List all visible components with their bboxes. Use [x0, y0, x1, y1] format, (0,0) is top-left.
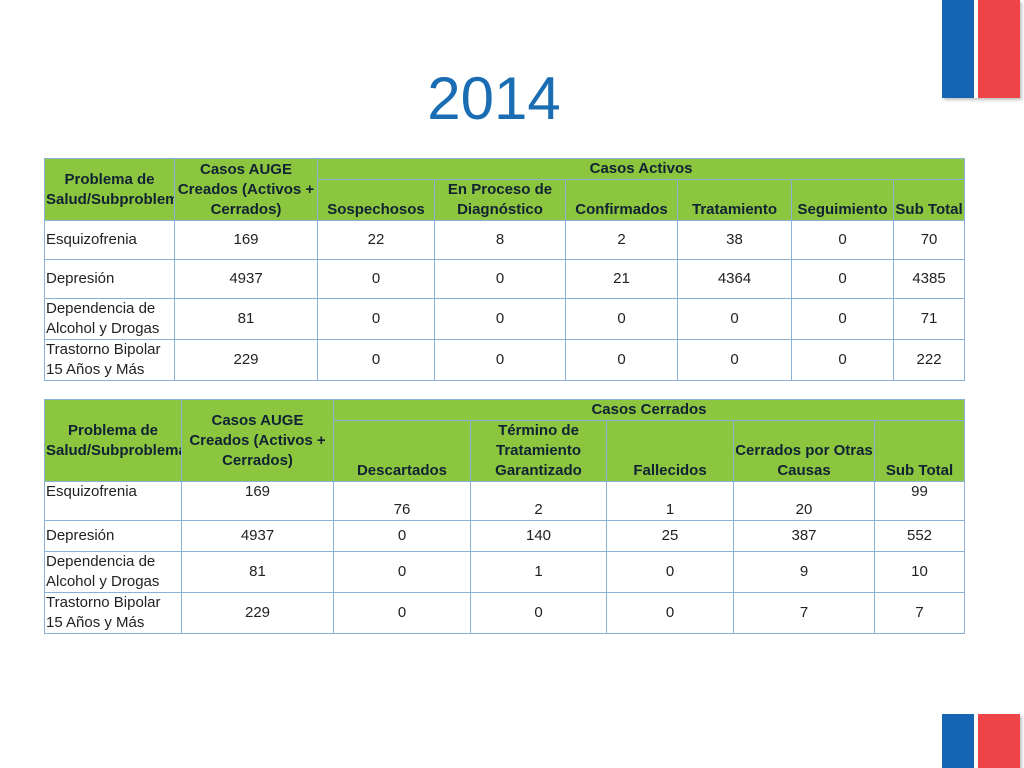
row-auge: 229 [181, 592, 334, 634]
row-name: Esquizofrenia [44, 481, 182, 521]
cell-confirmados: 0 [565, 339, 678, 381]
flag-logo-top [942, 0, 1020, 98]
cell-seguimiento: 0 [791, 298, 894, 340]
header-problema: Problema de Salud/Subproblema [44, 158, 175, 221]
cell-seguimiento: 0 [791, 339, 894, 381]
header-fallecidos: Fallecidos [606, 420, 734, 482]
table-row: Esquizofrenia 169 76 2 1 20 99 [44, 481, 966, 521]
row-name: Dependencia de Alcohol y Drogas [44, 298, 175, 340]
cell-fallecidos: 0 [606, 592, 734, 634]
cell-descartados: 0 [333, 520, 471, 552]
row-name: Depresión [44, 259, 175, 299]
table-row: Trastorno Bipolar 15 Años y Más 229 0 0 … [44, 592, 966, 634]
cell-fallecidos: 25 [606, 520, 734, 552]
cell-descartados: 76 [333, 481, 471, 521]
row-name: Trastorno Bipolar 15 Años y Más [44, 592, 182, 634]
cell-termino-tratamiento: 1 [470, 551, 607, 593]
header-descartados: Descartados [333, 420, 471, 482]
cell-tratamiento: 0 [677, 298, 792, 340]
flag-logo-bottom [942, 714, 1020, 768]
cell-en-proceso: 0 [434, 298, 566, 340]
header-termino-tratamiento: Término de Tratamiento Garantizado [470, 420, 607, 482]
header-confirmados: Confirmados [565, 179, 678, 221]
table-row: Depresión 4937 0 140 25 387 552 [44, 520, 966, 552]
cell-sospechosos: 0 [317, 259, 435, 299]
row-name: Dependencia de Alcohol y Drogas [44, 551, 182, 593]
cell-seguimiento: 0 [791, 220, 894, 260]
header-sub-total: Sub Total [873, 420, 966, 482]
cell-otras-causas: 9 [733, 551, 875, 593]
cell-sospechosos: 0 [317, 339, 435, 381]
cell-en-proceso: 0 [434, 259, 566, 299]
cell-sub-total: 10 [873, 551, 966, 593]
cell-sospechosos: 0 [317, 298, 435, 340]
cell-sub-total: 99 [873, 481, 966, 521]
cell-sub-total: 552 [873, 520, 966, 552]
cell-confirmados: 2 [565, 220, 678, 260]
cell-sub-total: 4385 [892, 259, 966, 299]
header-casos-auge: Casos AUGE Creados (Activos + Cerrados) [174, 158, 318, 221]
row-name: Trastorno Bipolar 15 Años y Más [44, 339, 175, 381]
header-otras-causas: Cerrados por Otras Causas [733, 420, 875, 482]
cell-fallecidos: 1 [606, 481, 734, 521]
header-casos-auge: Casos AUGE Creados (Activos + Cerrados) [181, 399, 334, 482]
cell-sub-total: 71 [892, 298, 966, 340]
table-row: Trastorno Bipolar 15 Años y Más 229 0 0 … [44, 339, 966, 381]
cell-sub-total: 70 [892, 220, 966, 260]
table-row: Dependencia de Alcohol y Drogas 81 0 0 0… [44, 298, 966, 340]
row-auge: 4937 [181, 520, 334, 552]
header-problema: Problema de Salud/Subproblema [44, 399, 182, 482]
cell-confirmados: 21 [565, 259, 678, 299]
cell-confirmados: 0 [565, 298, 678, 340]
header-casos-cerrados: Casos Cerrados [332, 399, 966, 421]
row-auge: 169 [174, 220, 318, 260]
row-auge: 4937 [174, 259, 318, 299]
casos-activos-table: Problema de Salud/Subproblema Casos AUGE… [44, 158, 966, 381]
casos-cerrados-table: Problema de Salud/Subproblema Casos AUGE… [44, 399, 966, 634]
cell-fallecidos: 0 [606, 551, 734, 593]
row-auge: 81 [174, 298, 318, 340]
table-row: Depresión 4937 0 0 21 4364 0 4385 [44, 259, 966, 299]
row-name: Esquizofrenia [44, 220, 175, 260]
cell-otras-causas: 20 [733, 481, 875, 521]
header-seguimiento: Seguimiento [791, 179, 894, 221]
cell-en-proceso: 8 [434, 220, 566, 260]
table-row: Esquizofrenia 169 22 8 2 38 0 70 [44, 220, 966, 260]
row-name: Depresión [44, 520, 182, 552]
cell-otras-causas: 7 [733, 592, 875, 634]
row-auge: 81 [181, 551, 334, 593]
cell-termino-tratamiento: 2 [470, 481, 607, 521]
page-title: 2014 [427, 65, 561, 132]
table-row: Dependencia de Alcohol y Drogas 81 0 1 0… [44, 551, 966, 593]
cell-tratamiento: 0 [677, 339, 792, 381]
cell-sub-total: 7 [873, 592, 966, 634]
row-auge: 169 [181, 481, 334, 521]
header-en-proceso: En Proceso de Diagnóstico [434, 179, 566, 221]
cell-tratamiento: 38 [677, 220, 792, 260]
cell-otras-causas: 387 [733, 520, 875, 552]
cell-sub-total: 222 [892, 339, 966, 381]
cell-termino-tratamiento: 140 [470, 520, 607, 552]
row-auge: 229 [174, 339, 318, 381]
header-tratamiento: Tratamiento [677, 179, 792, 221]
cell-tratamiento: 4364 [677, 259, 792, 299]
header-casos-activos: Casos Activos [316, 158, 966, 180]
cell-sospechosos: 22 [317, 220, 435, 260]
cell-seguimiento: 0 [791, 259, 894, 299]
header-sospechosos: Sospechosos [317, 179, 435, 221]
cell-en-proceso: 0 [434, 339, 566, 381]
cell-descartados: 0 [333, 551, 471, 593]
cell-descartados: 0 [333, 592, 471, 634]
header-sub-total: Sub Total [892, 179, 966, 221]
cell-termino-tratamiento: 0 [470, 592, 607, 634]
